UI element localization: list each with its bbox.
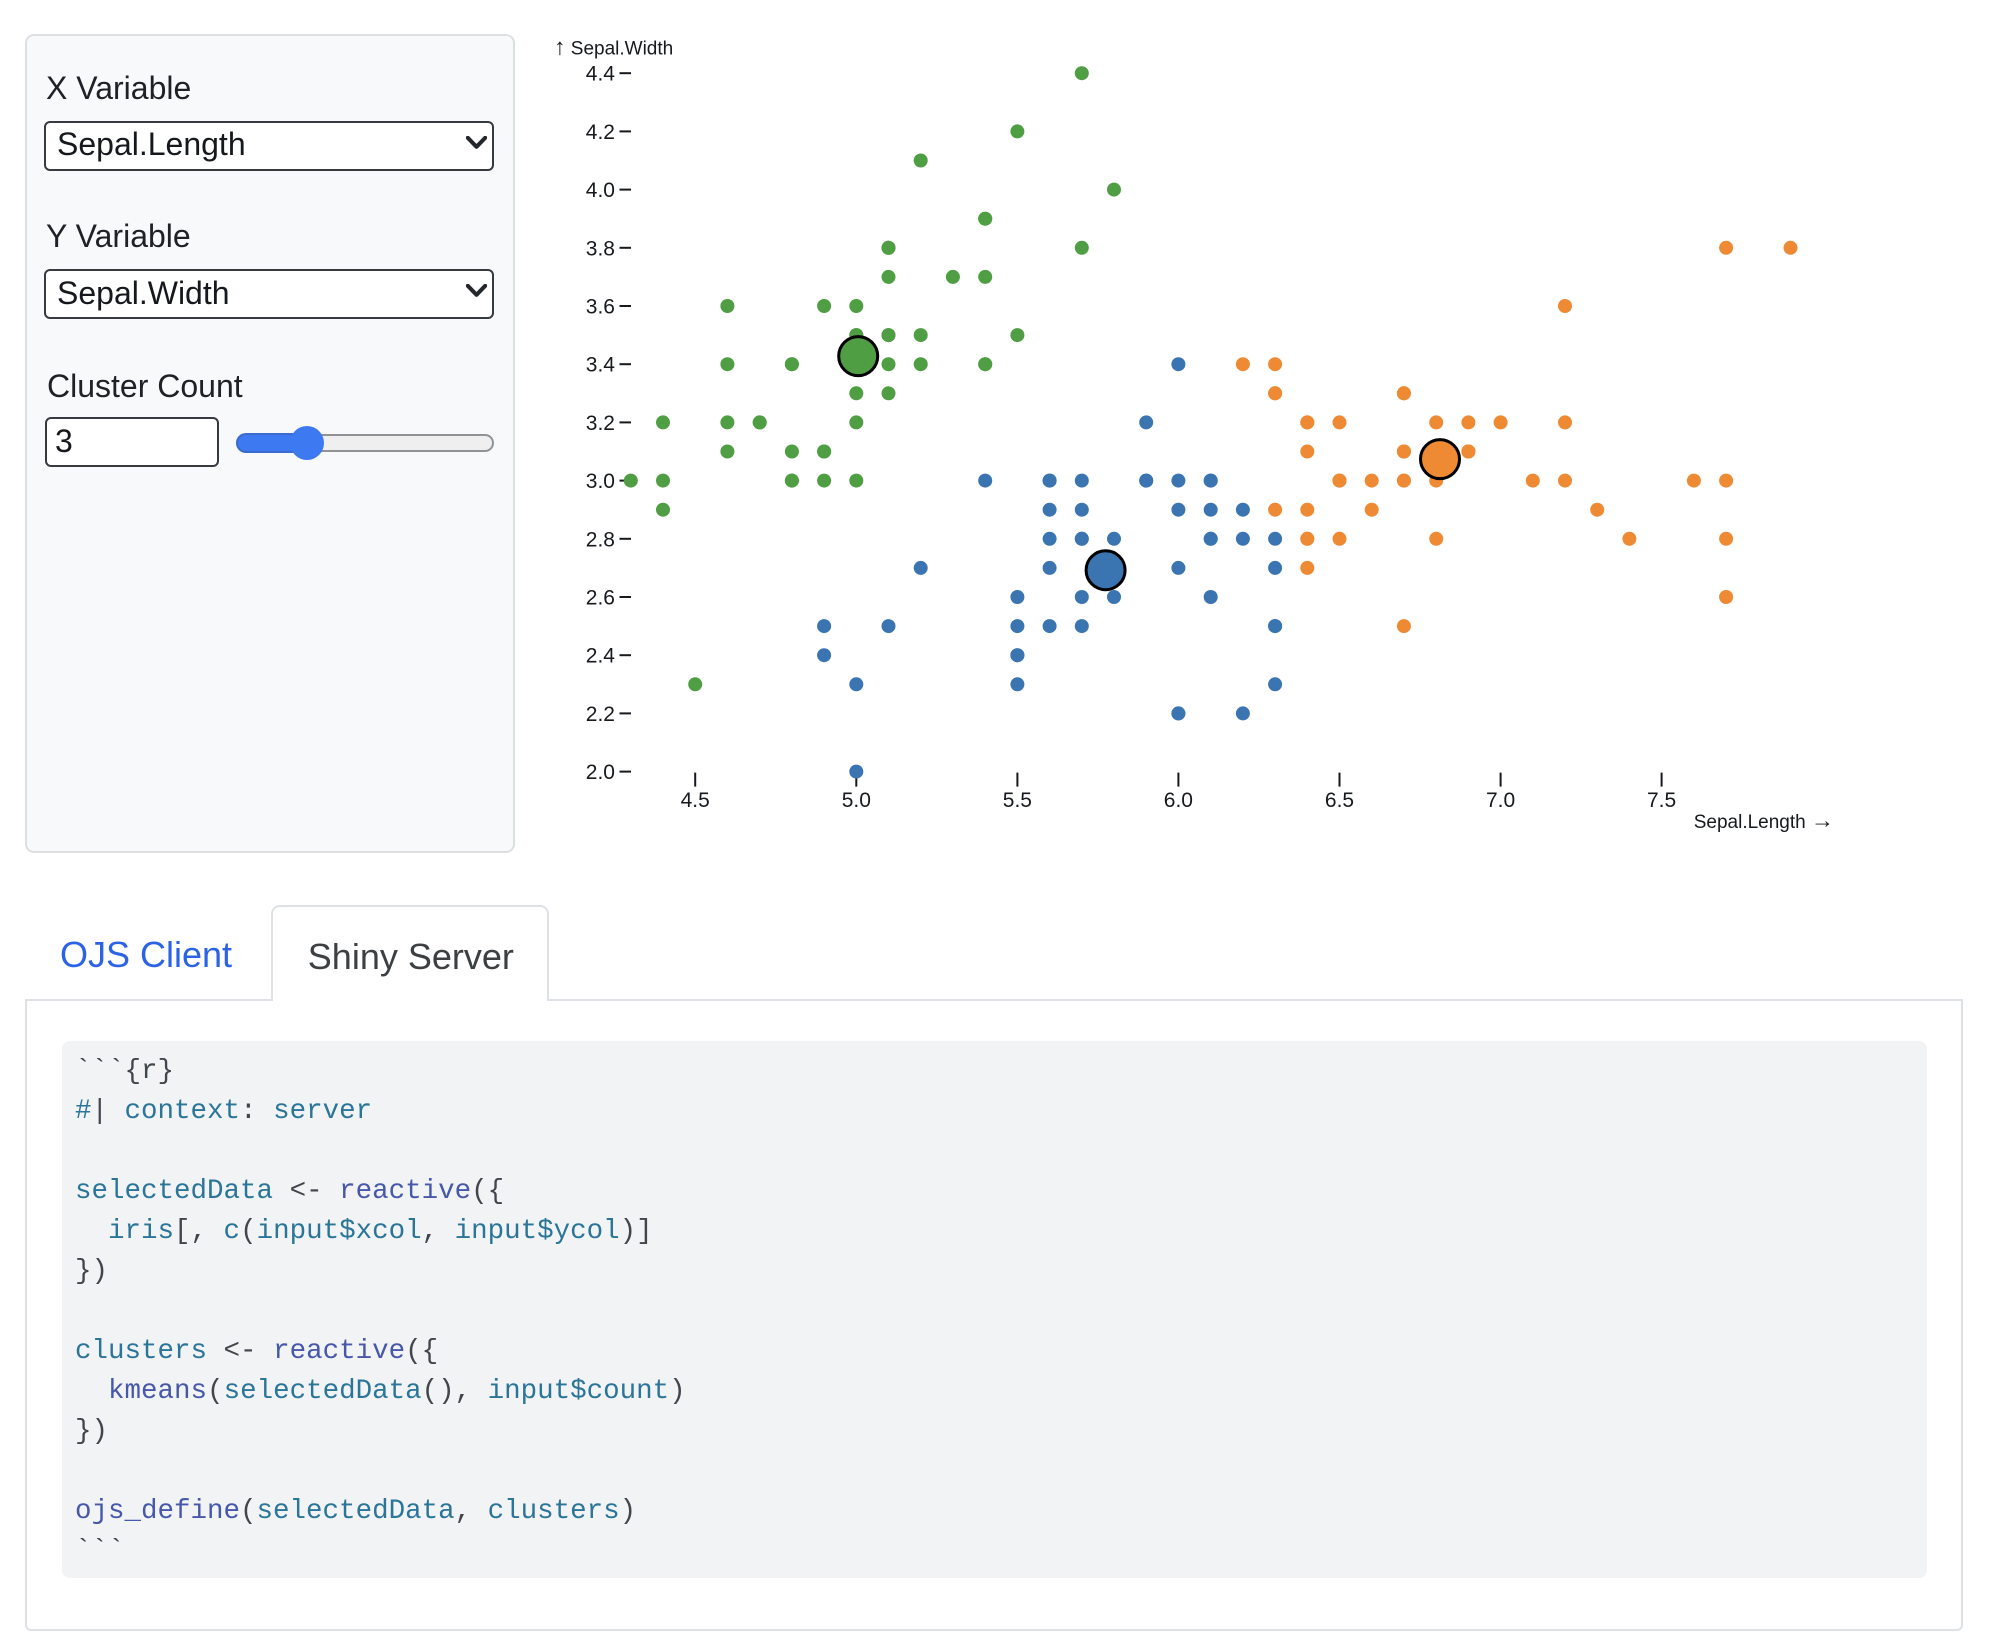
svg-text:4.4: 4.4 <box>586 63 616 86</box>
svg-text:3.6: 3.6 <box>586 296 615 319</box>
svg-text:3.4: 3.4 <box>586 354 616 377</box>
svg-text:5.5: 5.5 <box>1003 789 1032 812</box>
svg-text:7.5: 7.5 <box>1647 789 1676 812</box>
svg-text:2.4: 2.4 <box>586 645 616 668</box>
svg-text:6.0: 6.0 <box>1164 789 1193 812</box>
svg-text:6.5: 6.5 <box>1325 789 1354 812</box>
svg-text:Sepal.Length →: Sepal.Length → <box>1694 807 1834 833</box>
svg-text:5.0: 5.0 <box>842 789 871 812</box>
svg-text:2.6: 2.6 <box>586 587 615 610</box>
svg-text:2.0: 2.0 <box>586 761 615 784</box>
svg-text:3.8: 3.8 <box>586 237 615 260</box>
svg-text:4.0: 4.0 <box>586 179 615 202</box>
svg-text:↑ Sepal.Width: ↑ Sepal.Width <box>554 34 673 60</box>
svg-text:3.2: 3.2 <box>586 412 615 435</box>
svg-text:4.2: 4.2 <box>586 121 615 144</box>
svg-text:2.2: 2.2 <box>586 703 615 726</box>
svg-text:2.8: 2.8 <box>586 528 615 551</box>
svg-text:3.0: 3.0 <box>586 470 615 493</box>
svg-text:7.0: 7.0 <box>1486 789 1515 812</box>
svg-text:4.5: 4.5 <box>681 789 710 812</box>
